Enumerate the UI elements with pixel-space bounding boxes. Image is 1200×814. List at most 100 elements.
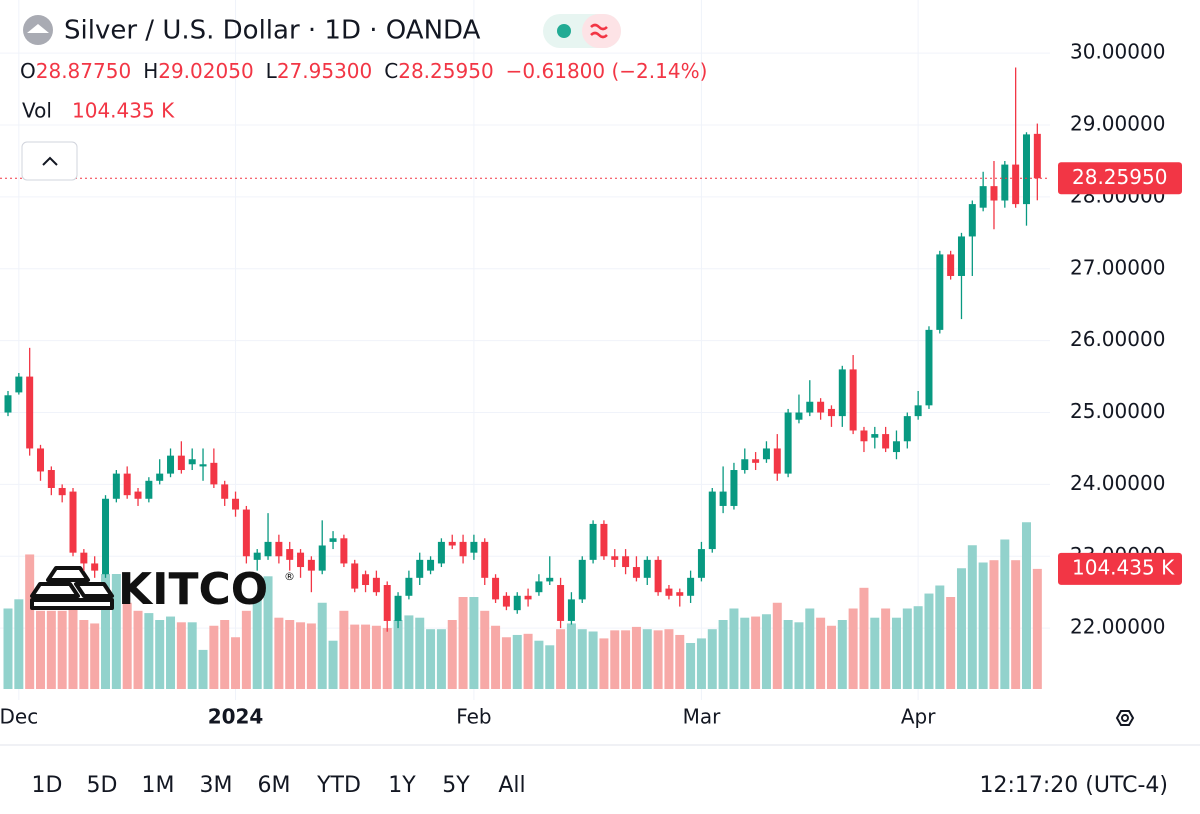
candle-body — [936, 254, 944, 330]
volume-bar — [935, 585, 945, 689]
range-button[interactable]: 5Y — [442, 773, 470, 798]
collapse-button[interactable] — [21, 141, 78, 181]
candle-body — [871, 434, 879, 438]
candle-body — [221, 484, 229, 499]
volume-bar — [382, 628, 392, 689]
range-button[interactable]: 5D — [87, 773, 118, 798]
candle-body — [232, 498, 240, 510]
candle-body — [622, 556, 630, 568]
candle-body — [134, 491, 142, 499]
collapse-chevron — [42, 156, 58, 166]
volume-bar — [891, 617, 901, 689]
volume-bar — [241, 610, 251, 689]
candle-body — [502, 595, 510, 607]
volume-bar — [220, 620, 230, 689]
volume-bar — [978, 562, 988, 689]
candle-body — [47, 470, 55, 488]
x-tick-label: Feb — [456, 705, 491, 729]
range-button[interactable]: 1Y — [388, 773, 416, 798]
volume-bar — [631, 626, 641, 689]
vol-value: 104.435 K — [72, 99, 175, 123]
volume-bar — [155, 620, 165, 689]
candle-body — [687, 577, 695, 596]
candle-body — [611, 556, 619, 560]
candle-body — [535, 581, 543, 593]
volume-bar — [404, 615, 414, 689]
candle-body — [914, 405, 922, 417]
volume-bar — [696, 638, 706, 689]
volume-bar — [296, 622, 306, 689]
volume-bar — [751, 616, 761, 689]
volume-bar — [306, 623, 316, 689]
range-button[interactable]: 1D — [32, 773, 63, 798]
volume-bar — [285, 620, 295, 689]
candle-body — [806, 401, 814, 413]
candle-body — [1022, 134, 1030, 205]
volume-bar — [274, 617, 284, 689]
volume-bar — [534, 640, 544, 689]
volume-bar — [3, 608, 13, 689]
volume-bar — [1000, 539, 1010, 689]
candle-body — [903, 416, 911, 442]
volume-bar — [447, 620, 457, 689]
candle-body — [112, 473, 120, 499]
y-tick-label: 25.00000 — [1070, 399, 1165, 423]
volume-bar — [36, 610, 46, 689]
clock: 12:17:20 (UTC-4) — [979, 773, 1168, 798]
range-button[interactable]: All — [498, 773, 525, 798]
volume-bar — [371, 625, 381, 689]
logo-mark: ® — [284, 570, 295, 583]
volume-bar — [90, 623, 100, 689]
volume-bar — [122, 602, 132, 689]
ohlc-change: −0.61800 (−2.14%) — [506, 59, 708, 83]
range-button[interactable]: YTD — [316, 773, 361, 798]
volume-bar — [523, 633, 533, 689]
volume-bar — [111, 574, 121, 689]
volume-bar — [415, 617, 425, 689]
candle-body — [177, 455, 185, 471]
settings-icon[interactable] — [1115, 710, 1135, 726]
volume-bar — [924, 593, 934, 689]
x-tick-label: 2024 — [208, 705, 264, 729]
candle-body — [286, 549, 294, 560]
volume-bar — [967, 545, 977, 689]
status-pill-right — [582, 14, 621, 48]
last-volume-badge — [1058, 552, 1182, 585]
candle-body — [340, 538, 348, 564]
last-volume-label: 104.435 K — [1072, 555, 1175, 579]
gear-center — [1121, 714, 1129, 722]
range-button[interactable]: 1M — [142, 773, 175, 798]
vol-key: Vol — [22, 99, 52, 123]
volume-bar — [491, 625, 501, 689]
candle-body — [481, 541, 489, 578]
volume-pane — [3, 522, 1042, 689]
candle-body — [15, 376, 23, 393]
candle-body — [849, 369, 857, 431]
candle-body — [827, 408, 835, 417]
y-tick-label: 24.00000 — [1070, 471, 1165, 495]
candle-body — [600, 523, 608, 557]
volume-bar — [729, 608, 739, 689]
candle-body — [437, 541, 445, 564]
volume-bar — [859, 587, 869, 689]
range-button[interactable]: 3M — [200, 773, 233, 798]
candle-body — [882, 434, 890, 449]
candle-body — [632, 567, 640, 578]
volume-bar — [328, 640, 338, 689]
range-button[interactable]: 6M — [258, 773, 291, 798]
volume-bar — [826, 625, 836, 689]
candle-body — [752, 459, 760, 463]
candle-body — [242, 509, 250, 557]
candle-body — [741, 459, 749, 471]
volume-bar — [198, 649, 208, 689]
ohlc-value: 29.02050 — [158, 59, 253, 83]
candle-body — [145, 480, 153, 499]
candle-body — [795, 412, 803, 420]
candle-body — [427, 559, 435, 571]
y-tick-label: 29.00000 — [1070, 112, 1165, 136]
volume-bar — [664, 629, 674, 689]
candle-body — [188, 459, 196, 465]
volume-bar — [458, 597, 468, 689]
volume-bar — [870, 617, 880, 689]
candle-body — [925, 329, 933, 406]
